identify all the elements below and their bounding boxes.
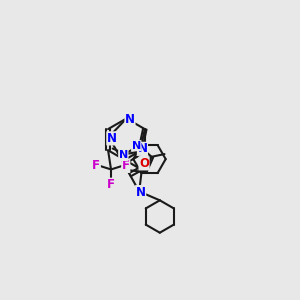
Text: N: N — [132, 141, 141, 151]
Text: F: F — [92, 159, 100, 172]
Text: N: N — [119, 150, 128, 161]
Text: N: N — [107, 132, 117, 145]
Text: F: F — [107, 178, 115, 191]
Text: F: F — [122, 159, 130, 172]
Text: N: N — [136, 186, 146, 199]
Text: O: O — [139, 157, 149, 170]
Text: N: N — [125, 113, 135, 127]
Text: N: N — [137, 142, 147, 155]
